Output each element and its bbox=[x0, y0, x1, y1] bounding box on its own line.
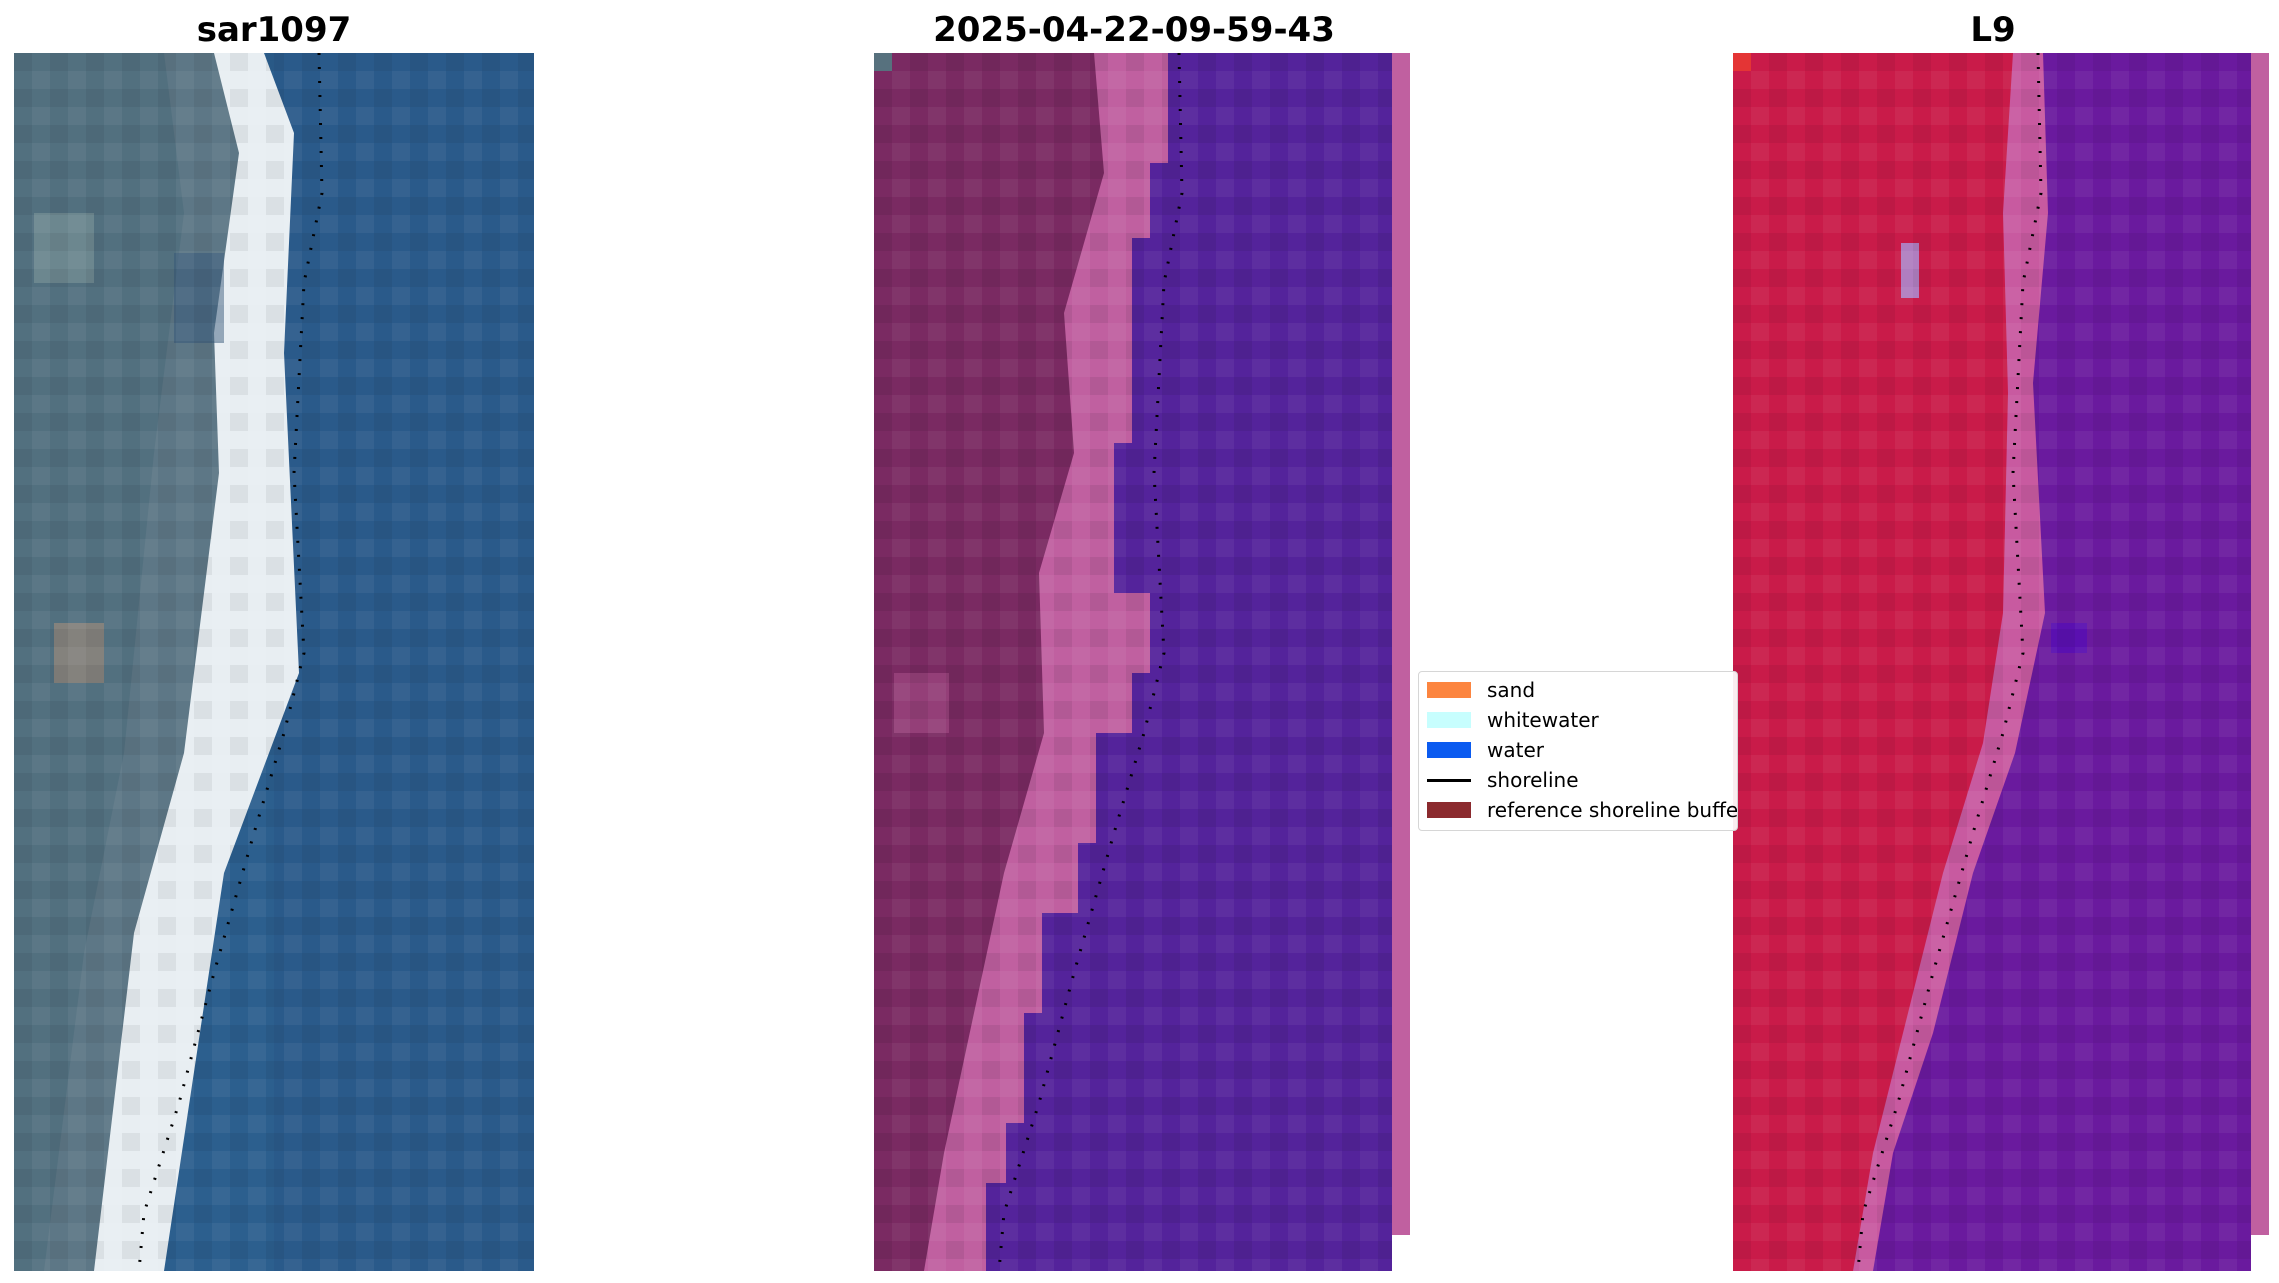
rgb-satellite-image bbox=[14, 53, 534, 1271]
index-image-title: L9 bbox=[1970, 10, 2016, 50]
legend-label-sand: sand bbox=[1487, 678, 1536, 702]
rgb-image-title: sar1097 bbox=[196, 10, 352, 50]
legend: sand whitewater water shoreline referenc… bbox=[1418, 671, 1738, 831]
water-swatch bbox=[1427, 742, 1471, 758]
reference-buffer-swatch bbox=[1427, 802, 1471, 818]
legend-label-water: water bbox=[1487, 738, 1544, 762]
legend-item-whitewater: whitewater bbox=[1427, 706, 1599, 734]
legend-item-reference-buffer: reference shoreline buffer bbox=[1427, 796, 1738, 824]
whitewater-swatch bbox=[1427, 712, 1471, 728]
legend-label-reference-buffer: reference shoreline buffer bbox=[1487, 798, 1738, 822]
legend-label-whitewater: whitewater bbox=[1487, 708, 1599, 732]
classified-image bbox=[874, 53, 1410, 1271]
index-image bbox=[1733, 53, 2269, 1271]
legend-item-water: water bbox=[1427, 736, 1544, 764]
classified-image-title: 2025-04-22-09-59-43 bbox=[933, 10, 1335, 50]
shoreline-swatch bbox=[1427, 778, 1471, 782]
legend-item-sand: sand bbox=[1427, 676, 1535, 704]
sand-swatch bbox=[1427, 682, 1471, 698]
legend-item-shoreline: shoreline bbox=[1427, 766, 1579, 794]
legend-label-shoreline: shoreline bbox=[1487, 768, 1579, 792]
